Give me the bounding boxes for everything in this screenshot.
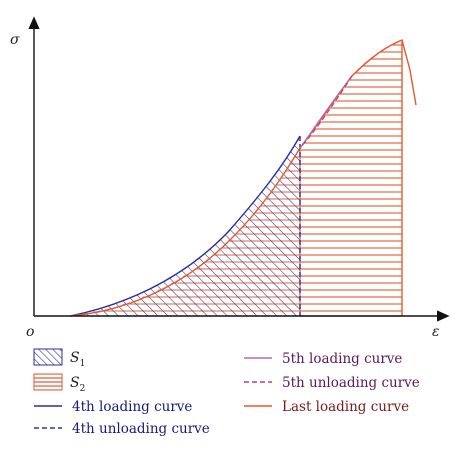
last-loading-curve-drop [401,39,417,106]
last-loading-curve [69,39,403,317]
legend-loading4-label: 4th loading curve [72,399,192,415]
legend-unloading4-label: 4th unloading curve [72,421,210,437]
s1-region [70,136,300,316]
legend-s2-label: S2 [70,375,85,394]
loading-curve-4 [69,135,301,317]
unloading-curve-5 [299,75,353,149]
legend-last-label: Last loading curve [282,399,409,415]
loading-curve-5 [299,75,353,149]
legend-unloading5-label: 5th unloading curve [282,375,420,391]
legend-s1-label: S1 [70,350,85,369]
legend-s2-swatch [33,373,63,391]
x-axis-label: ε [432,324,440,340]
s2-region [299,39,403,317]
legend-loading5-label: 5th loading curve [282,351,402,367]
y-axis-label: σ [10,32,20,48]
legend-s1-swatch [33,348,63,366]
origin-label: o [26,324,34,340]
